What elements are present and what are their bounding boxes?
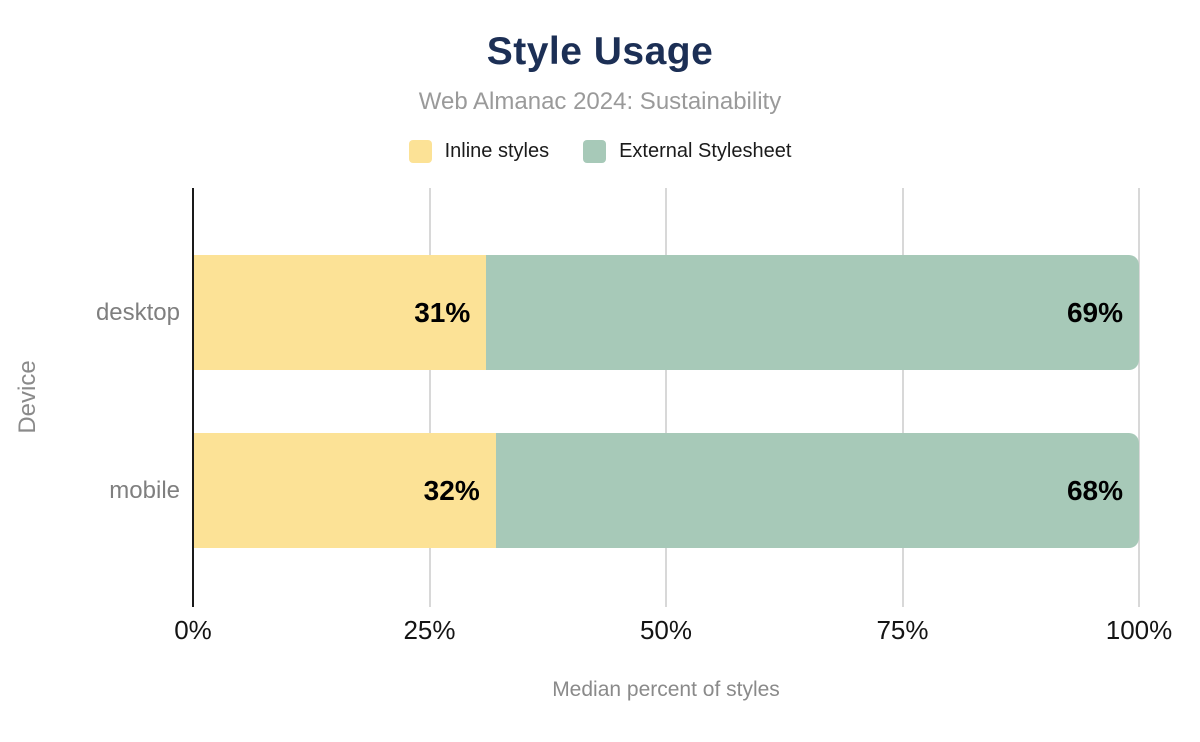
category-label-mobile: mobile — [109, 476, 180, 504]
y-axis-line — [192, 188, 194, 607]
legend-label-inline-styles: Inline styles — [444, 140, 550, 162]
legend-item-inline-styles: Inline styles — [408, 140, 550, 163]
chart-title: Style Usage — [486, 30, 714, 73]
gridline-75 — [901, 188, 904, 607]
bar-row-mobile: 32% 68% — [193, 433, 1139, 548]
x-axis-title: Median percent of styles — [552, 678, 780, 701]
legend-swatch-external-stylesheet — [583, 140, 607, 163]
value-label: 69% — [1066, 296, 1123, 328]
gridline-25 — [428, 188, 431, 607]
gridline-50 — [665, 188, 667, 607]
x-tick-label-50: 50% — [639, 615, 693, 645]
chart-subtitle: Web Almanac 2024: Sustainability — [418, 88, 782, 115]
value-label: 68% — [1066, 474, 1123, 506]
x-tick-label-0: 0% — [174, 615, 212, 645]
bar-row-desktop: 31% 69% — [193, 255, 1139, 370]
bar-segment-mobile-inline-styles[interactable]: 32% — [193, 433, 496, 548]
legend-swatch-inline-styles — [408, 140, 432, 163]
x-tick-label-25: 25% — [403, 615, 456, 645]
bar-segment-desktop-inline-styles[interactable]: 31% — [193, 255, 487, 370]
category-label-desktop: desktop — [95, 298, 180, 326]
legend-label-external-stylesheet: External Stylesheet — [619, 140, 792, 162]
value-label: 32% — [423, 474, 480, 506]
legend: Inline styles External Stylesheet — [0, 140, 1200, 163]
x-tick-label-100: 100% — [1105, 615, 1173, 645]
legend-item-external-stylesheet: External Stylesheet — [583, 140, 791, 163]
bar-segment-desktop-external-stylesheet[interactable]: 69% — [486, 255, 1139, 370]
gridline-100 — [1138, 188, 1140, 607]
plot-area: 31% 69% 32% 68% — [192, 188, 1140, 607]
y-axis-title: Device — [14, 360, 41, 434]
bar-segment-mobile-external-stylesheet[interactable]: 68% — [495, 433, 1139, 548]
x-tick-label-75: 75% — [876, 615, 929, 645]
value-label: 31% — [414, 296, 471, 328]
